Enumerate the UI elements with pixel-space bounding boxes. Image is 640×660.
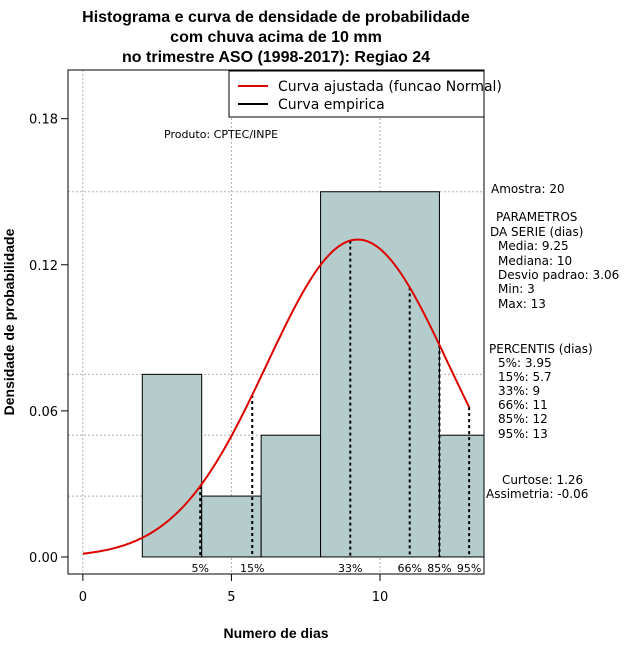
legend: Curva ajustada (funcao Normal) Curva emp… [228,70,502,118]
histogram-bar [260,434,322,558]
x-axis: 0 5 10 [79,573,389,605]
legend-box [228,70,485,118]
percentile-label: 95% [457,562,481,575]
stat-amostra: Amostra: 20 [491,182,565,196]
percentile-label: 66% [397,562,421,575]
stat-min: Min: 3 [498,282,535,296]
stat-curtose: Curtose: 1.26 [502,473,583,487]
chart-title-line-1: Histograma e curva de densidade de proba… [82,9,470,26]
histogram-bar [438,434,485,558]
y-axis-title: Densidade de probabilidade [1,228,17,415]
stat-desvio: Desvio padrao: 3.06 [498,268,619,282]
y-tick-label: 0.00 [29,551,58,566]
stat-percentis-title: PERCENTIS (dias) [489,342,593,356]
x-tick-label: 0 [79,590,87,605]
x-tick-label: 10 [372,590,389,605]
stat-param-title-1: PARAMETROS [496,210,577,224]
percentile-label: 15% [240,562,264,575]
chart-title-line-3: no trimestre ASO (1998-2017): Regiao 24 [122,49,430,66]
stat-assimetria: Assimetria: -0.06 [486,487,588,501]
histogram-bar [320,191,440,558]
histogram-bars [141,191,485,558]
legend-fitted-label: Curva ajustada (funcao Normal) [278,79,502,95]
normal-fit-curve [82,238,471,555]
stat-p95: 95%: 13 [498,427,548,441]
stat-p85: 85%: 12 [498,412,548,426]
percentile-label: 33% [338,562,362,575]
y-tick-label: 0.06 [29,405,58,420]
y-tick-label: 0.12 [29,259,58,274]
stat-p5: 5%: 3.95 [498,356,552,370]
percentile-lines: 5% 15% 33% 66% 85% 95% [192,240,481,575]
y-tick-label: 0.18 [29,113,58,128]
y-axis: 0.00 0.06 0.12 0.18 [29,113,68,566]
stat-max: Max: 13 [498,297,546,311]
normal-curve [82,238,471,555]
stats-panel: Amostra: 20 PARAMETROS DA SERIE (dias) M… [486,182,619,501]
chart-title-line-2: com chuva acima de 10 mm [170,29,382,46]
stat-p66: 66%: 11 [498,398,548,412]
stat-p15: 15%: 5.7 [498,370,552,384]
percentile-label: 85% [427,562,451,575]
stat-media: Media: 9.25 [498,239,569,253]
legend-empirical-label: Curva empirica [278,97,385,113]
percentile-label: 5% [192,562,209,575]
histogram-bar [141,373,203,558]
x-tick-label: 5 [227,590,235,605]
stat-param-title-2: DA SERIE (dias) [490,225,583,239]
stat-p33: 33%: 9 [498,384,540,398]
product-label: Produto: CPTEC/INPE [164,128,278,141]
x-axis-title: Numero de dias [223,625,328,641]
stat-mediana: Mediana: 10 [498,254,572,268]
